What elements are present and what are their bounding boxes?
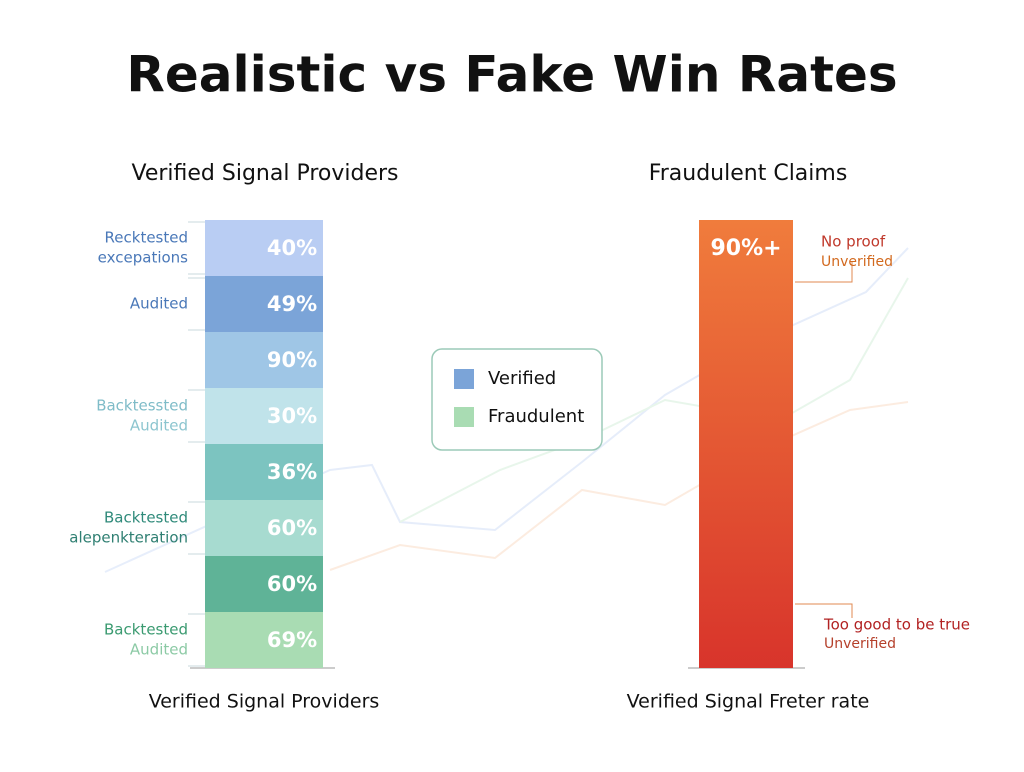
note-connector [795, 262, 853, 283]
title: Realistic vs Fake Win Rates [126, 46, 897, 104]
segment-label: Backtested [104, 509, 188, 527]
right-caption: Verified Signal Freter rate [627, 691, 870, 713]
right-heading: Fraudulent Claims [649, 161, 848, 186]
segment [205, 388, 323, 444]
label-bracket [188, 501, 205, 555]
segment-label: Audited [130, 417, 188, 435]
left-caption: Verified Signal Providers [149, 691, 380, 713]
label-bracket [188, 613, 205, 667]
left-heading: Verified Signal Providers [132, 161, 399, 186]
note: No proof [821, 233, 886, 251]
segment [205, 500, 323, 556]
segment-label: Audited [130, 295, 188, 313]
segment-label: alepenkteration [69, 529, 188, 547]
legend-swatch [454, 407, 474, 427]
fraud-bar [699, 220, 793, 668]
legend-swatch [454, 369, 474, 389]
note-connector [795, 603, 853, 618]
label-bracket [188, 221, 205, 275]
label-bracket [188, 389, 205, 443]
segment-label: Recktested [105, 229, 188, 247]
segment-value: 60% [267, 516, 317, 540]
legend-label: Fraudulent [488, 406, 584, 427]
note: Too good to be true [823, 616, 970, 634]
segment [205, 444, 323, 500]
segment [205, 220, 323, 276]
segment-value: 49% [267, 292, 317, 316]
label-bracket [188, 277, 205, 331]
segment-value: 40% [267, 236, 317, 260]
segment-value: 36% [267, 460, 317, 484]
segment-label: Backtested [104, 621, 188, 639]
fraud-value: 90%+ [710, 236, 781, 261]
segment-label: Audited [130, 641, 188, 659]
note: Unverified [824, 636, 896, 652]
legend-label: Verified [488, 368, 556, 389]
segment [205, 612, 323, 668]
segment [205, 276, 323, 332]
segment-label: Backtessted [96, 397, 188, 415]
background-decoration [104, 247, 909, 573]
segment [205, 332, 323, 388]
segment [205, 556, 323, 612]
legend-box [431, 348, 603, 451]
segment-value: 69% [267, 628, 317, 652]
note: Unverified [821, 254, 893, 270]
segment-value: 30% [267, 404, 317, 428]
segment-value: 60% [267, 572, 317, 596]
segment-label: excepations [98, 249, 189, 267]
segment-value: 90% [267, 348, 317, 372]
